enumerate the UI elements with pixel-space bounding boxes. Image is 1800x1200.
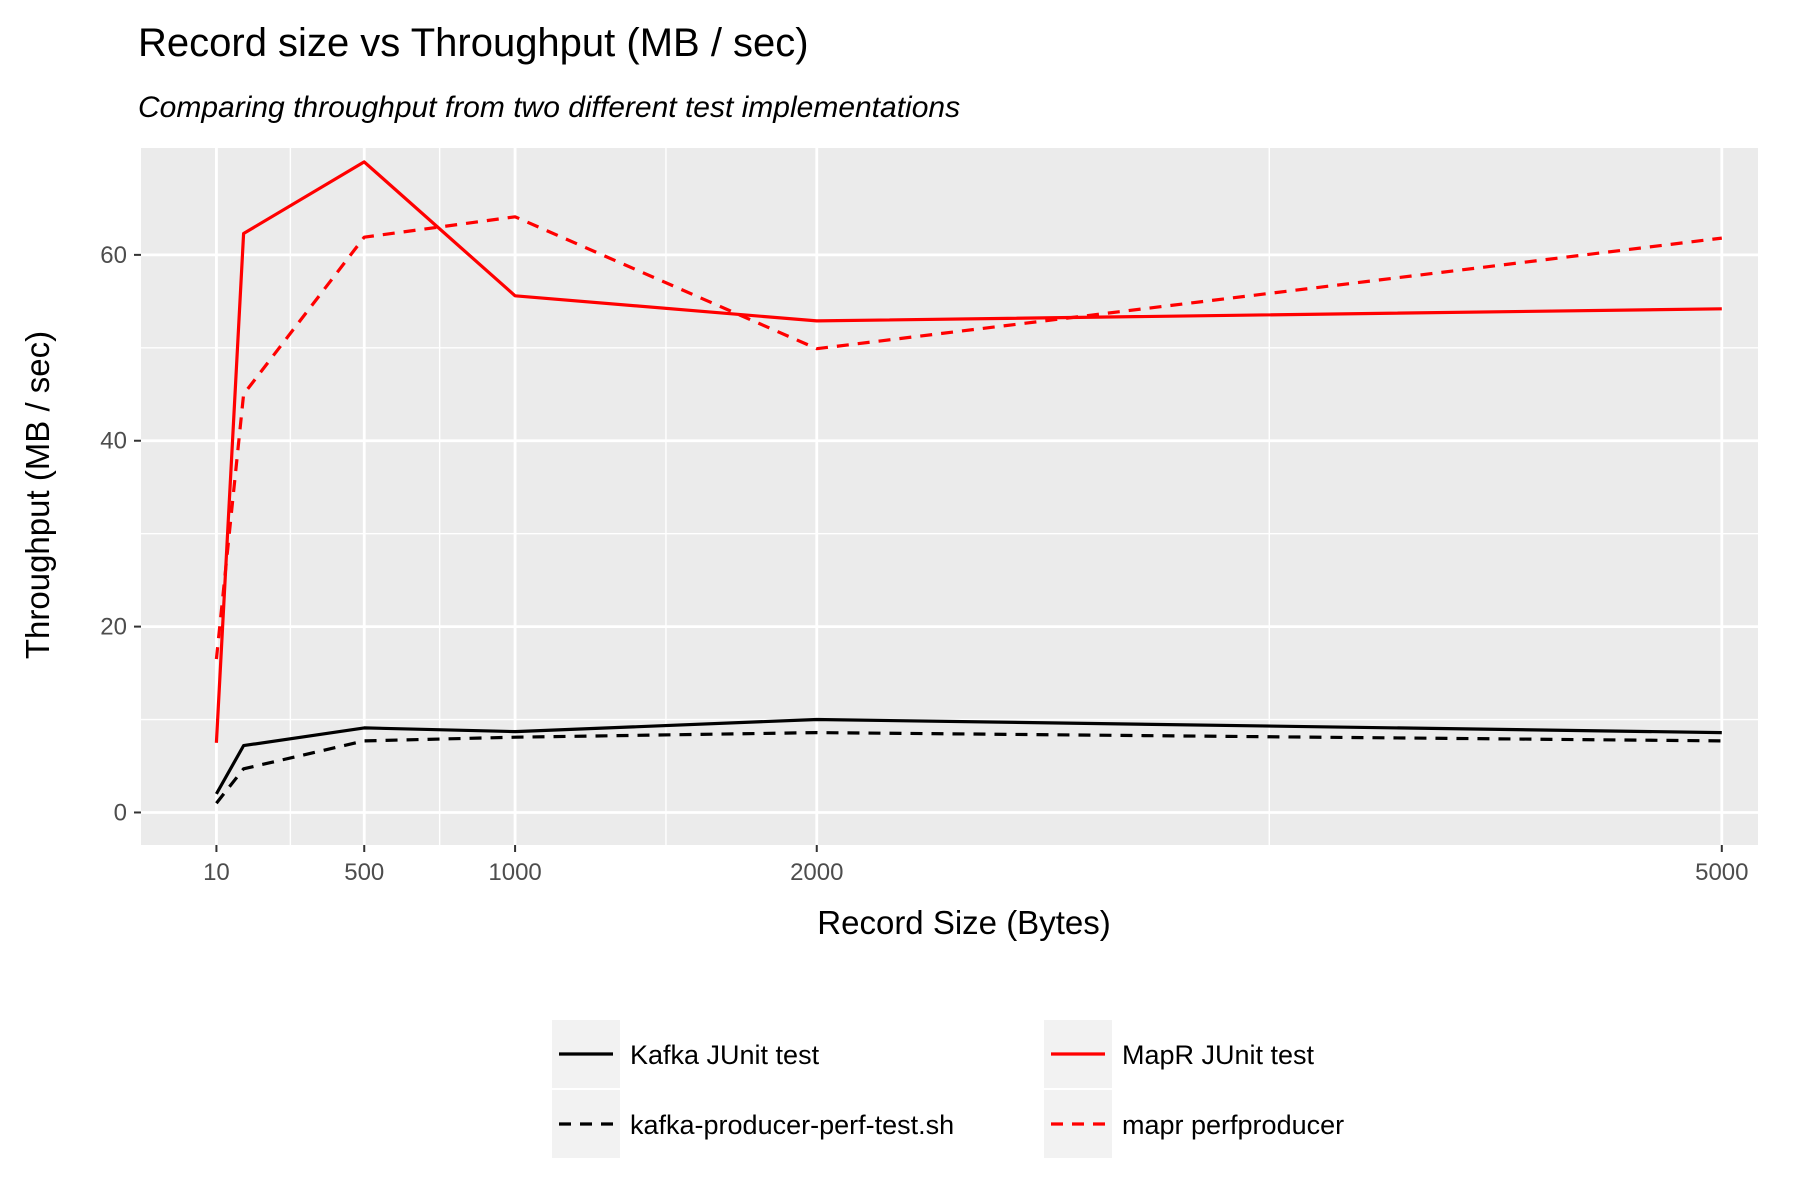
y-tick-label: 40 bbox=[100, 428, 127, 455]
y-axis-label: Throughput (MB / sec) bbox=[19, 331, 56, 659]
series-line-mapr-perfproducer bbox=[214, 215, 1722, 660]
x-tick-label: 5000 bbox=[1695, 859, 1748, 886]
x-tick-label: 1000 bbox=[488, 859, 541, 886]
x-tick-label: 10 bbox=[203, 859, 230, 886]
series-lines bbox=[214, 160, 1722, 805]
major-gridlines bbox=[141, 148, 1758, 845]
plot-panel bbox=[141, 148, 1758, 845]
x-tick-label: 2000 bbox=[790, 859, 843, 886]
y-tick-label: 20 bbox=[100, 614, 127, 641]
x-axis-label: Record Size (Bytes) bbox=[817, 904, 1110, 941]
y-tick-label: 0 bbox=[114, 799, 127, 826]
legend-label: Kafka JUnit test bbox=[630, 1040, 820, 1070]
legend-label: MapR JUnit test bbox=[1122, 1040, 1315, 1070]
legend: Kafka JUnit test MapR JUnit test kafka-pro… bbox=[552, 1020, 1344, 1158]
x-axis: 10 500 1000 2000 5000 bbox=[203, 845, 1748, 886]
chart-subtitle: Comparing throughput from two different … bbox=[138, 91, 960, 124]
y-tick-label: 60 bbox=[100, 242, 127, 269]
legend-label: kafka-producer-perf-test.sh bbox=[630, 1110, 954, 1140]
chart-title: Record size vs Throughput (MB / sec) bbox=[138, 21, 809, 65]
series-line-kafka-junit-test bbox=[215, 717, 1722, 795]
series-line-mapr-junit-test bbox=[214, 160, 1722, 743]
minor-gridlines bbox=[141, 148, 1758, 845]
y-axis: 0 20 40 60 bbox=[100, 242, 141, 826]
legend-label: mapr perfproducer bbox=[1122, 1110, 1344, 1140]
x-tick-label: 500 bbox=[344, 859, 384, 886]
